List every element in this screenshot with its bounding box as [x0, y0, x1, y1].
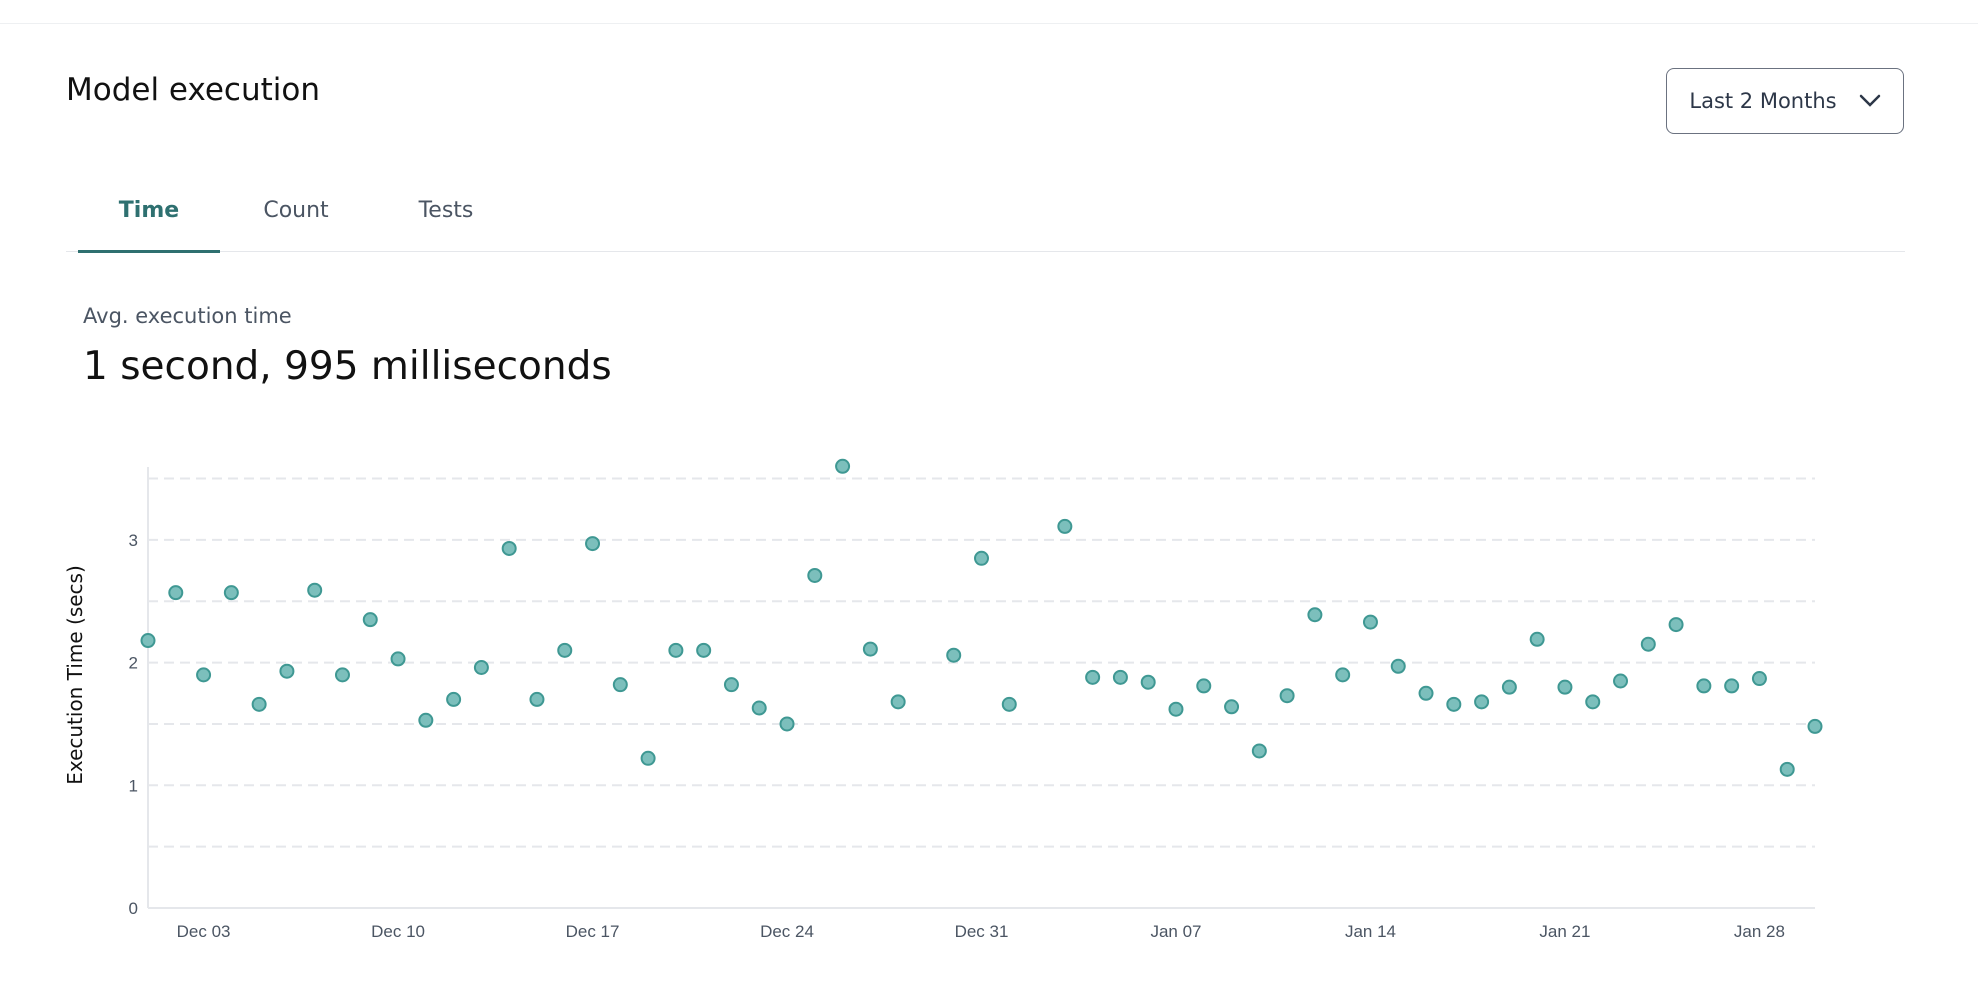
data-point[interactable]	[585, 536, 601, 552]
data-point[interactable]	[1529, 631, 1545, 647]
data-point[interactable]	[862, 641, 878, 657]
data-point[interactable]	[140, 633, 156, 649]
x-tick-label: Dec 03	[177, 922, 231, 941]
data-point[interactable]	[1779, 761, 1795, 777]
date-range-select[interactable]: Last 2 Months	[1666, 68, 1904, 134]
data-point[interactable]	[1724, 678, 1740, 694]
data-point[interactable]	[696, 642, 712, 658]
y-axis-label: Execution Time (secs)	[63, 565, 87, 785]
data-point[interactable]	[1140, 674, 1156, 690]
data-point[interactable]	[1585, 694, 1601, 710]
data-point[interactable]	[279, 663, 295, 679]
data-point[interactable]	[1640, 636, 1656, 652]
y-tick-label: 1	[129, 776, 138, 795]
data-point[interactable]	[1751, 671, 1767, 687]
data-point[interactable]	[807, 567, 823, 583]
x-tick-label: Dec 24	[760, 922, 814, 941]
data-point[interactable]	[1307, 607, 1323, 623]
x-tick-label: Jan 21	[1539, 922, 1590, 941]
data-point[interactable]	[1474, 694, 1490, 710]
data-point[interactable]	[1224, 699, 1240, 715]
data-point[interactable]	[446, 691, 462, 707]
data-point[interactable]	[501, 540, 517, 556]
chevron-down-icon	[1859, 94, 1880, 107]
data-point[interactable]	[835, 458, 851, 474]
data-point[interactable]	[1112, 669, 1128, 685]
tab-tests[interactable]: Tests	[418, 198, 474, 223]
data-point[interactable]	[418, 712, 434, 728]
y-tick-label: 3	[129, 531, 138, 550]
data-point[interactable]	[1501, 679, 1517, 695]
data-point[interactable]	[557, 642, 573, 658]
data-point[interactable]	[307, 582, 323, 598]
data-point[interactable]	[1696, 678, 1712, 694]
x-tick-label: Jan 28	[1734, 922, 1785, 941]
data-point[interactable]	[1557, 679, 1573, 695]
data-point[interactable]	[751, 700, 767, 716]
tab-bar: Time Count Tests	[66, 190, 1905, 253]
x-tick-label: Dec 10	[371, 922, 425, 941]
data-point[interactable]	[612, 677, 628, 693]
date-range-value: Last 2 Months	[1689, 89, 1837, 113]
data-point[interactable]	[1362, 614, 1378, 630]
x-tick-label: Jan 14	[1345, 922, 1396, 941]
data-point[interactable]	[196, 667, 212, 683]
data-point[interactable]	[1418, 685, 1434, 701]
tab-time[interactable]: Time	[78, 198, 220, 253]
data-point[interactable]	[723, 677, 739, 693]
metric-label: Avg. execution time	[83, 304, 292, 328]
data-point[interactable]	[1057, 518, 1073, 534]
x-tick-label: Jan 07	[1150, 922, 1201, 941]
data-point[interactable]	[640, 750, 656, 766]
data-point[interactable]	[946, 647, 962, 663]
x-tick-label: Dec 17	[566, 922, 620, 941]
data-point[interactable]	[974, 550, 989, 566]
page-title: Model execution	[66, 72, 320, 108]
data-point[interactable]	[1446, 696, 1462, 712]
data-point[interactable]	[1279, 688, 1295, 704]
execution-time-chart: 0 1 2 3 Dec 03 Dec 10 Dec 17 Dec 24 Dec 31 Jan 0…	[63, 458, 1823, 941]
data-point[interactable]	[890, 694, 906, 710]
x-tick-label: Dec 31	[955, 922, 1009, 941]
data-point[interactable]	[251, 696, 267, 712]
data-point[interactable]	[668, 642, 684, 658]
data-point[interactable]	[1251, 743, 1267, 759]
data-point[interactable]	[1168, 701, 1184, 717]
data-point[interactable]	[1807, 718, 1823, 734]
data-point[interactable]	[1390, 658, 1406, 674]
data-point[interactable]	[223, 585, 239, 601]
data-point[interactable]	[390, 651, 406, 667]
data-point[interactable]	[779, 716, 795, 732]
data-point[interactable]	[1085, 669, 1101, 685]
data-point[interactable]	[1335, 667, 1351, 683]
tab-count[interactable]: Count	[263, 198, 329, 223]
data-point[interactable]	[473, 660, 489, 676]
top-divider	[0, 23, 1978, 24]
y-tick-label: 2	[129, 654, 138, 673]
y-tick-label: 0	[129, 899, 138, 918]
data-point[interactable]	[334, 667, 350, 683]
data-point[interactable]	[529, 691, 545, 707]
data-point[interactable]	[362, 612, 378, 628]
data-point[interactable]	[1613, 673, 1629, 689]
data-point[interactable]	[168, 585, 184, 601]
data-point[interactable]	[1001, 696, 1017, 712]
data-point[interactable]	[1196, 678, 1212, 694]
data-point[interactable]	[1668, 617, 1684, 633]
metric-value: 1 second, 995 milliseconds	[83, 344, 612, 389]
